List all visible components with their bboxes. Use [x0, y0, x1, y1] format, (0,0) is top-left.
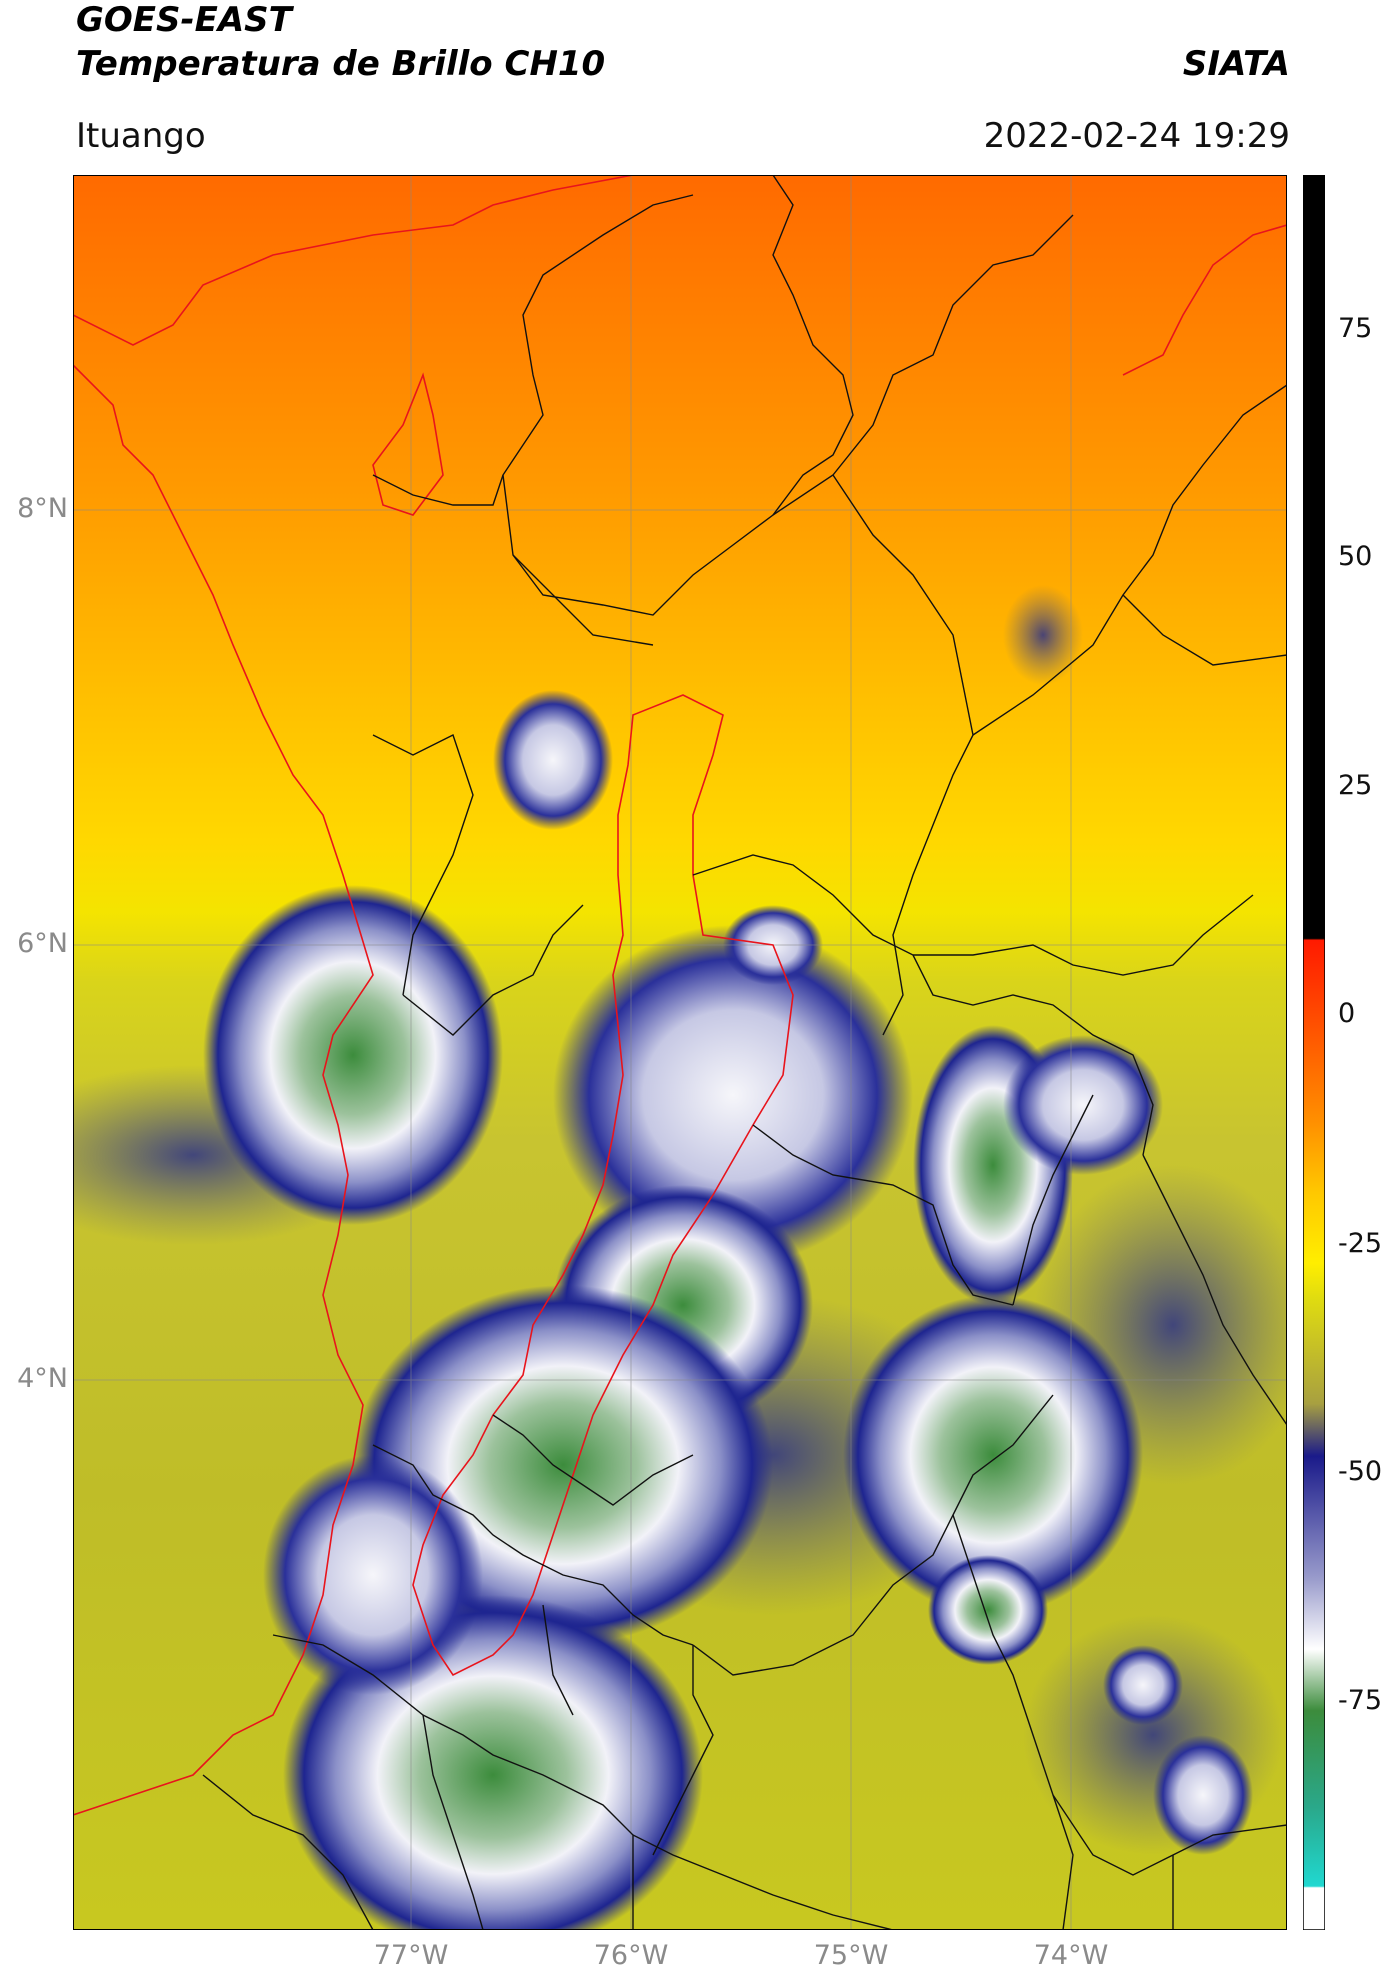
lat-tick-4n: 4°N [17, 1363, 68, 1394]
satellite-map [73, 175, 1287, 1930]
title-product: Temperatura de Brillo CH10 [76, 44, 606, 84]
colorbar-tick-50: 50 [1338, 541, 1373, 572]
lat-tick-8n: 8°N [17, 493, 68, 524]
lat-tick-6n: 6°N [17, 928, 68, 959]
colorbar-tick-neg25: -25 [1338, 1228, 1383, 1259]
colorbar-tick-25: 25 [1338, 770, 1373, 801]
colorbar-tick-neg50: -50 [1338, 1456, 1383, 1487]
lon-tick-77w: 77°W [373, 1940, 449, 1971]
lon-tick-74w: 74°W [1033, 1940, 1109, 1971]
colorbar-tick-75: 75 [1338, 313, 1373, 344]
lon-tick-76w: 76°W [593, 1940, 669, 1971]
region-label: Ituango [76, 116, 206, 156]
title-agency: SIATA [1182, 44, 1290, 84]
colorbar-tick-0: 0 [1338, 998, 1356, 1029]
colorbar-tick-neg75: -75 [1338, 1685, 1383, 1716]
timestamp-label: 2022-02-24 19:29 [983, 116, 1290, 156]
lon-tick-75w: 75°W [813, 1940, 889, 1971]
title-satellite: GOES-EAST [76, 0, 292, 40]
colorbar [1303, 175, 1325, 1930]
